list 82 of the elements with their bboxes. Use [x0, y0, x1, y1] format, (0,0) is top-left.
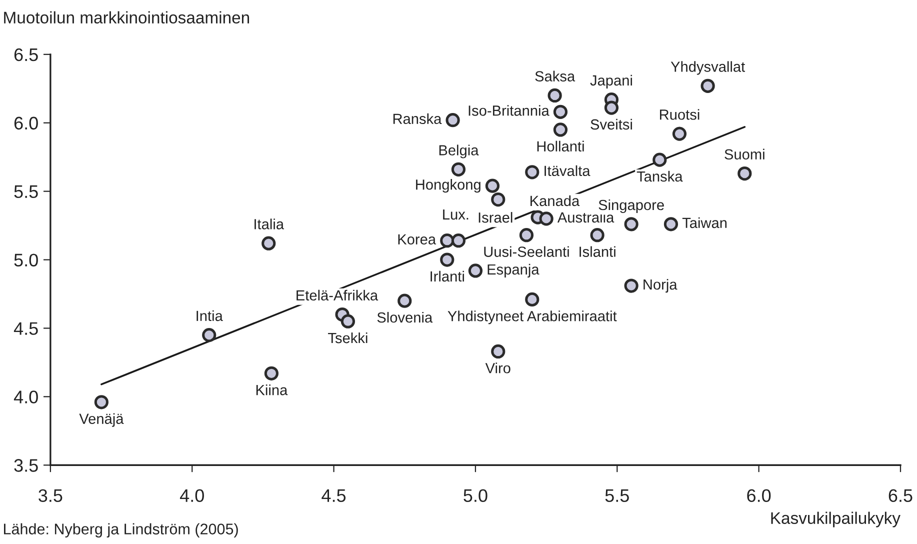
point [262, 236, 276, 250]
point [525, 165, 540, 180]
point [548, 88, 562, 103]
annotation: Tanska [636, 170, 683, 182]
annotation: Lux. [443, 209, 468, 220]
point [264, 366, 279, 380]
point [94, 395, 108, 410]
annotation: Iso-Britannia [468, 105, 550, 116]
point [539, 212, 554, 226]
annotation: Hollanti [537, 140, 584, 152]
annotation: Uusi-Seelanti [484, 246, 569, 257]
point [202, 328, 216, 342]
point [491, 344, 506, 359]
point [553, 122, 568, 137]
text: Lähde: Nyberg ja Lindström (2005) [4, 523, 238, 538]
point [446, 113, 460, 128]
x-tick-label: 4.5 [322, 489, 346, 502]
annotation: Etelä-Afrikka [296, 290, 378, 301]
y-tick-label: 4.0 [14, 390, 38, 404]
annotation: Ranska [393, 113, 442, 124]
annotation: Japani [590, 74, 632, 88]
point [590, 228, 604, 242]
x-axis-title: Kasvukilpailukyky [771, 512, 900, 528]
annotation: Suomi [724, 148, 764, 160]
annotation: Tsekki [328, 332, 368, 344]
y-tick-label: 5.5 [14, 185, 38, 198]
annotation: Korea [398, 234, 436, 245]
annotation: Singapore [598, 199, 664, 214]
annotation: Hongkong [416, 179, 480, 193]
point [340, 314, 356, 328]
annotation: Yhdistyneet Arabiemiraatit [448, 310, 617, 324]
annotation: Irlanti [430, 270, 464, 282]
x-tick-label: 3.5 [38, 489, 62, 502]
point [604, 100, 619, 115]
point [440, 252, 454, 267]
point [491, 192, 506, 207]
y-tick-label: 6.5 [14, 48, 38, 62]
annotation: Israel [478, 212, 512, 223]
annotation: Espanja [488, 264, 540, 278]
point [553, 104, 568, 119]
annotation: Islanti [580, 246, 616, 257]
annotation: Sveitsi [590, 118, 632, 130]
y-tick-label: 6.0 [14, 116, 38, 130]
point [652, 152, 667, 167]
point [624, 278, 638, 293]
annotation: Kiina [256, 384, 288, 396]
point [398, 294, 412, 308]
point [738, 166, 752, 181]
annotation: Itävalta [544, 165, 590, 176]
point [440, 234, 454, 248]
point [451, 234, 466, 248]
point [525, 292, 540, 307]
point [485, 178, 500, 193]
x-tick-label: 5.5 [605, 489, 629, 502]
annotation: Italia [254, 218, 284, 230]
annotation: Intia [196, 310, 223, 322]
y-axis-title: Muotoilun markkinointiosaaminen [4, 11, 250, 24]
x-tick-label: 6.0 [747, 489, 771, 502]
x-tick-label: 5.0 [464, 489, 488, 502]
y-tick-label: 3.5 [14, 459, 38, 472]
point [468, 264, 483, 278]
x-tick-label: 4.0 [180, 489, 204, 502]
annotation: Slovenia [377, 312, 433, 323]
annotation: Venäjä [79, 413, 124, 427]
y-tick-label: 5.0 [14, 254, 38, 266]
point [624, 217, 638, 232]
annotation: Australia [557, 212, 614, 223]
point [451, 162, 466, 176]
annotation: Kanada [530, 195, 580, 206]
annotation: Saksa [535, 70, 576, 82]
annotation: Yhdysvallat [670, 61, 745, 75]
annotation: Ruotsi [660, 109, 700, 120]
annotation: Taiwan [682, 217, 727, 228]
point [672, 126, 687, 141]
point [700, 78, 715, 93]
point [664, 217, 678, 232]
point [519, 228, 534, 242]
annotation: Norja [644, 278, 678, 293]
annotation: Belgia [439, 144, 479, 158]
x-tick-label: 6.5 [888, 489, 912, 502]
annotation: Viro [485, 362, 510, 374]
y-tick-label: 4.5 [14, 322, 38, 335]
